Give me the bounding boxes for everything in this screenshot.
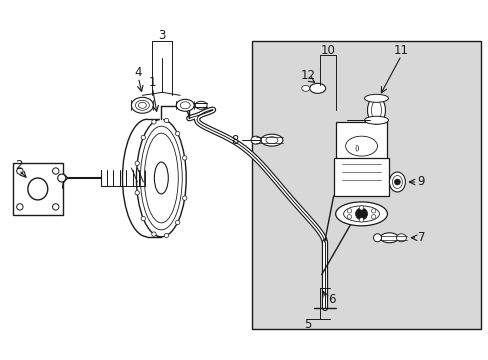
Circle shape <box>164 233 168 238</box>
Circle shape <box>151 120 156 124</box>
Circle shape <box>182 156 186 160</box>
Bar <box>335 122 386 160</box>
Circle shape <box>175 131 180 136</box>
Text: 11: 11 <box>393 44 408 57</box>
Circle shape <box>355 208 367 220</box>
Ellipse shape <box>135 100 149 110</box>
Circle shape <box>58 174 65 182</box>
Circle shape <box>52 204 59 210</box>
Ellipse shape <box>380 233 398 243</box>
Text: 3: 3 <box>158 29 165 42</box>
Text: (): () <box>354 145 360 151</box>
Ellipse shape <box>261 134 282 146</box>
Text: 6: 6 <box>327 293 335 306</box>
Circle shape <box>394 179 400 185</box>
Ellipse shape <box>176 99 194 111</box>
Text: 7: 7 <box>417 231 424 244</box>
Text: 2: 2 <box>15 158 22 172</box>
Ellipse shape <box>392 176 402 189</box>
Ellipse shape <box>180 102 190 109</box>
Circle shape <box>371 215 375 219</box>
Circle shape <box>373 234 381 242</box>
Circle shape <box>141 216 145 221</box>
Text: 12: 12 <box>300 69 315 82</box>
Circle shape <box>346 215 351 219</box>
Circle shape <box>151 232 156 236</box>
Circle shape <box>52 168 59 174</box>
Bar <box>251 41 480 329</box>
Circle shape <box>359 206 363 210</box>
Ellipse shape <box>301 85 309 91</box>
Circle shape <box>371 209 375 213</box>
Circle shape <box>17 204 23 210</box>
Ellipse shape <box>195 101 207 109</box>
Ellipse shape <box>250 136 261 144</box>
Ellipse shape <box>367 96 385 124</box>
Circle shape <box>182 196 186 200</box>
Circle shape <box>346 209 351 213</box>
Ellipse shape <box>309 84 325 93</box>
Bar <box>13 163 62 215</box>
Text: 9: 9 <box>417 175 424 189</box>
Ellipse shape <box>396 234 406 242</box>
Ellipse shape <box>28 178 48 200</box>
Bar <box>333 158 388 196</box>
Circle shape <box>141 135 145 140</box>
Ellipse shape <box>154 162 168 194</box>
Circle shape <box>17 168 23 174</box>
Ellipse shape <box>371 100 381 120</box>
Text: 8: 8 <box>231 134 238 147</box>
Ellipse shape <box>131 97 153 113</box>
Ellipse shape <box>335 202 386 226</box>
Ellipse shape <box>345 136 377 156</box>
Ellipse shape <box>265 137 277 144</box>
Ellipse shape <box>364 94 387 102</box>
Ellipse shape <box>136 119 186 237</box>
Circle shape <box>135 190 139 195</box>
Ellipse shape <box>138 102 146 108</box>
Circle shape <box>135 161 139 166</box>
Circle shape <box>359 218 363 222</box>
Circle shape <box>175 220 180 225</box>
Circle shape <box>164 118 168 123</box>
Ellipse shape <box>364 116 387 124</box>
Ellipse shape <box>388 172 405 192</box>
Text: 5: 5 <box>304 318 311 331</box>
Ellipse shape <box>343 206 379 222</box>
Text: 1: 1 <box>148 76 156 89</box>
Text: 10: 10 <box>320 44 334 57</box>
Text: 4: 4 <box>134 66 142 79</box>
